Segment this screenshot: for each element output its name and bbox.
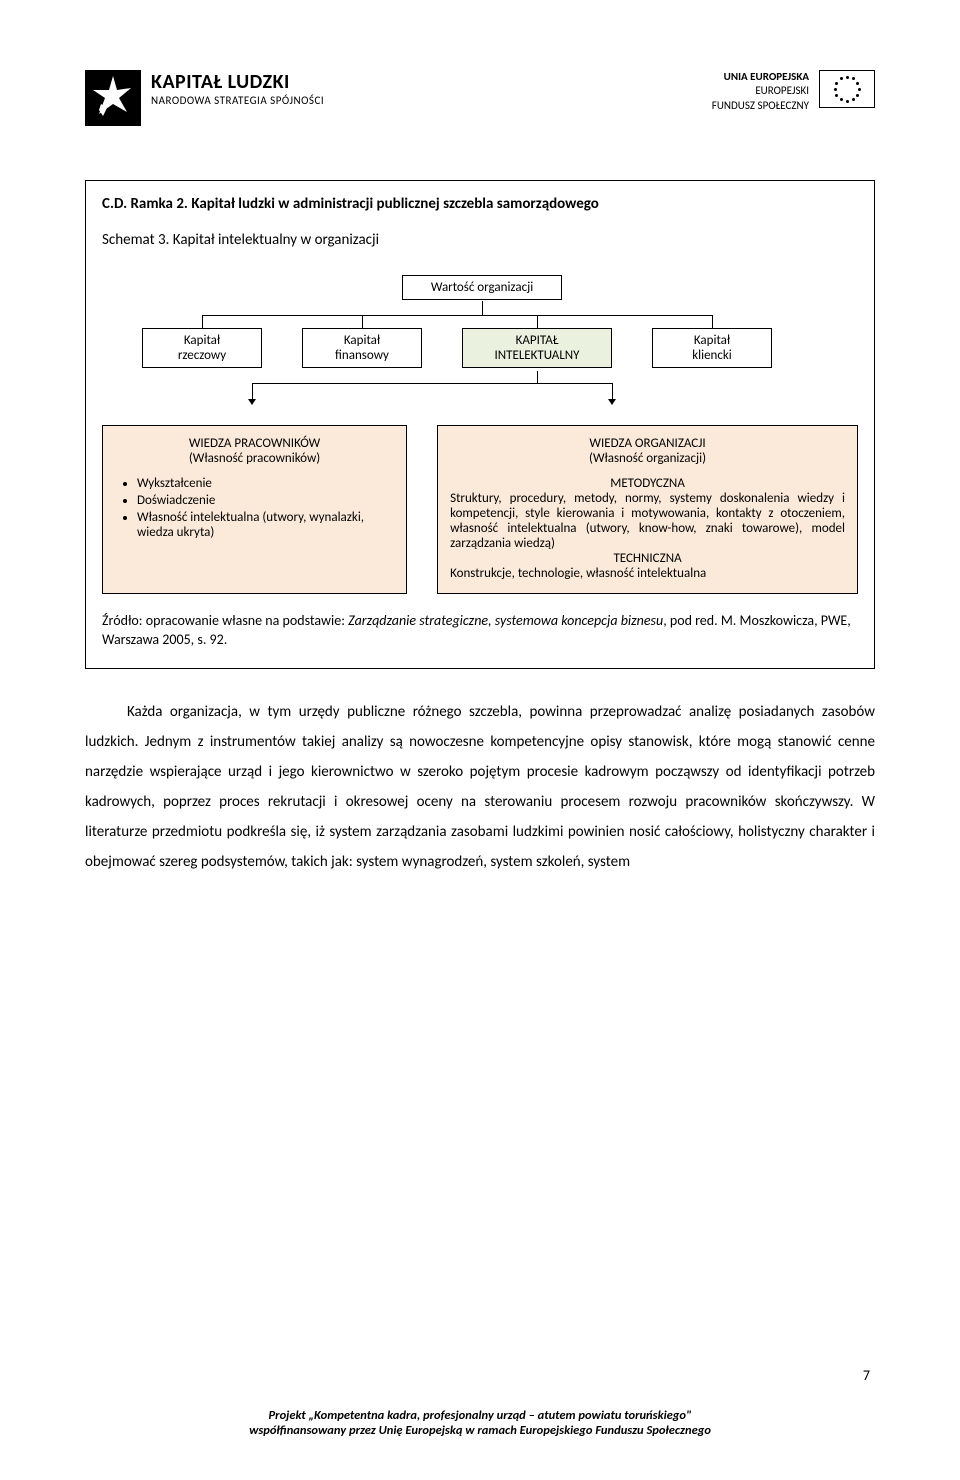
box-2a: Kapitał: [303, 333, 421, 348]
logo-eu: UNIA EUROPEJSKA EUROPEJSKI FUNDUSZ SPOŁE…: [712, 70, 875, 113]
box-4a: Kapitał: [653, 333, 771, 348]
frame-subtitle: Schemat 3. Kapitał intelektualny w organ…: [102, 231, 858, 249]
source-ital: Zarządzanie strategiczne, systemowa konc…: [348, 612, 663, 629]
org-chart: Wartość organizacji Kapitał rzeczowy Kap…: [102, 275, 858, 395]
met-body: Struktury, procedury, metody, normy, sys…: [450, 491, 845, 551]
panel-left-sub: (Własność pracowników): [115, 451, 394, 466]
panel-left-h: WIEDZA PRACOWNIKÓW: [115, 436, 394, 451]
list-item: Wykształcenie: [137, 476, 394, 491]
box-1a: Kapitał: [143, 333, 261, 348]
box-4b: kliencki: [653, 348, 771, 363]
eu-flag-icon: [819, 70, 875, 108]
page-number: 7: [863, 1367, 870, 1384]
eu-line2: EUROPEJSKI: [712, 84, 809, 98]
box-wartosc-label: Wartość organizacji: [431, 280, 533, 295]
page-root: KAPITAŁ LUDZKI NARODOWA STRATEGIA SPÓJNO…: [0, 0, 960, 1480]
source-line: Źródło: opracowanie własne na podstawie:…: [102, 612, 858, 650]
frame-title: C.D. Ramka 2. Kapitał ludzki w administr…: [102, 195, 858, 213]
box-3a: KAPITAŁ: [463, 333, 611, 348]
tech-label: TECHNICZNA: [450, 551, 845, 566]
knowledge-panels: WIEDZA PRACOWNIKÓW (Własność pracowników…: [102, 425, 858, 594]
logo-left-sub: NARODOWA STRATEGIA SPÓJNOŚCI: [151, 94, 324, 107]
box-kapital-rzeczowy: Kapitał rzeczowy: [142, 328, 262, 368]
footer-l1: Projekt „Kompetentna kadra, profesjonaln…: [85, 1408, 875, 1423]
star-icon: [85, 70, 141, 126]
header: KAPITAŁ LUDZKI NARODOWA STRATEGIA SPÓJNO…: [85, 70, 875, 160]
logo-kapital-ludzki: KAPITAŁ LUDZKI NARODOWA STRATEGIA SPÓJNO…: [85, 70, 324, 126]
box-2b: finansowy: [303, 348, 421, 363]
panel-right-sub: (Własność organizacji): [450, 451, 845, 466]
box-wartosc: Wartość organizacji: [402, 275, 562, 300]
body-paragraph: Każda organizacja, w tym urzędy publiczn…: [85, 697, 875, 877]
footer-l2: współfinansowany przez Unię Europejską w…: [85, 1423, 875, 1438]
source-pre: Źródło: opracowanie własne na podstawie:: [102, 612, 348, 629]
tech-body: Konstrukcje, technologie, własność intel…: [450, 566, 845, 581]
panel-left-list: Wykształcenie Doświadczenie Własność int…: [115, 476, 394, 540]
eu-line1: UNIA EUROPEJSKA: [712, 70, 809, 84]
box-kapital-intelektualny: KAPITAŁ INTELEKTUALNY: [462, 328, 612, 368]
eu-line3: FUNDUSZ SPOŁECZNY: [712, 99, 809, 113]
footer: Projekt „Kompetentna kadra, profesjonaln…: [85, 1408, 875, 1438]
content-frame: C.D. Ramka 2. Kapitał ludzki w administr…: [85, 180, 875, 669]
met-label: METODYCZNA: [450, 476, 845, 491]
box-3b: INTELEKTUALNY: [463, 348, 611, 363]
box-1b: rzeczowy: [143, 348, 261, 363]
logo-left-title: KAPITAŁ LUDZKI: [151, 70, 324, 94]
box-kapital-finansowy: Kapitał finansowy: [302, 328, 422, 368]
list-item: Doświadczenie: [137, 493, 394, 508]
panel-right-h: WIEDZA ORGANIZACJI: [450, 436, 845, 451]
panel-wiedza-organizacji: WIEDZA ORGANIZACJI (Własność organizacji…: [437, 425, 858, 594]
panel-wiedza-pracownikow: WIEDZA PRACOWNIKÓW (Własność pracowników…: [102, 425, 407, 594]
list-item: Własność intelektualna (utwory, wynalazk…: [137, 510, 394, 540]
box-kapital-kliencki: Kapitał kliencki: [652, 328, 772, 368]
